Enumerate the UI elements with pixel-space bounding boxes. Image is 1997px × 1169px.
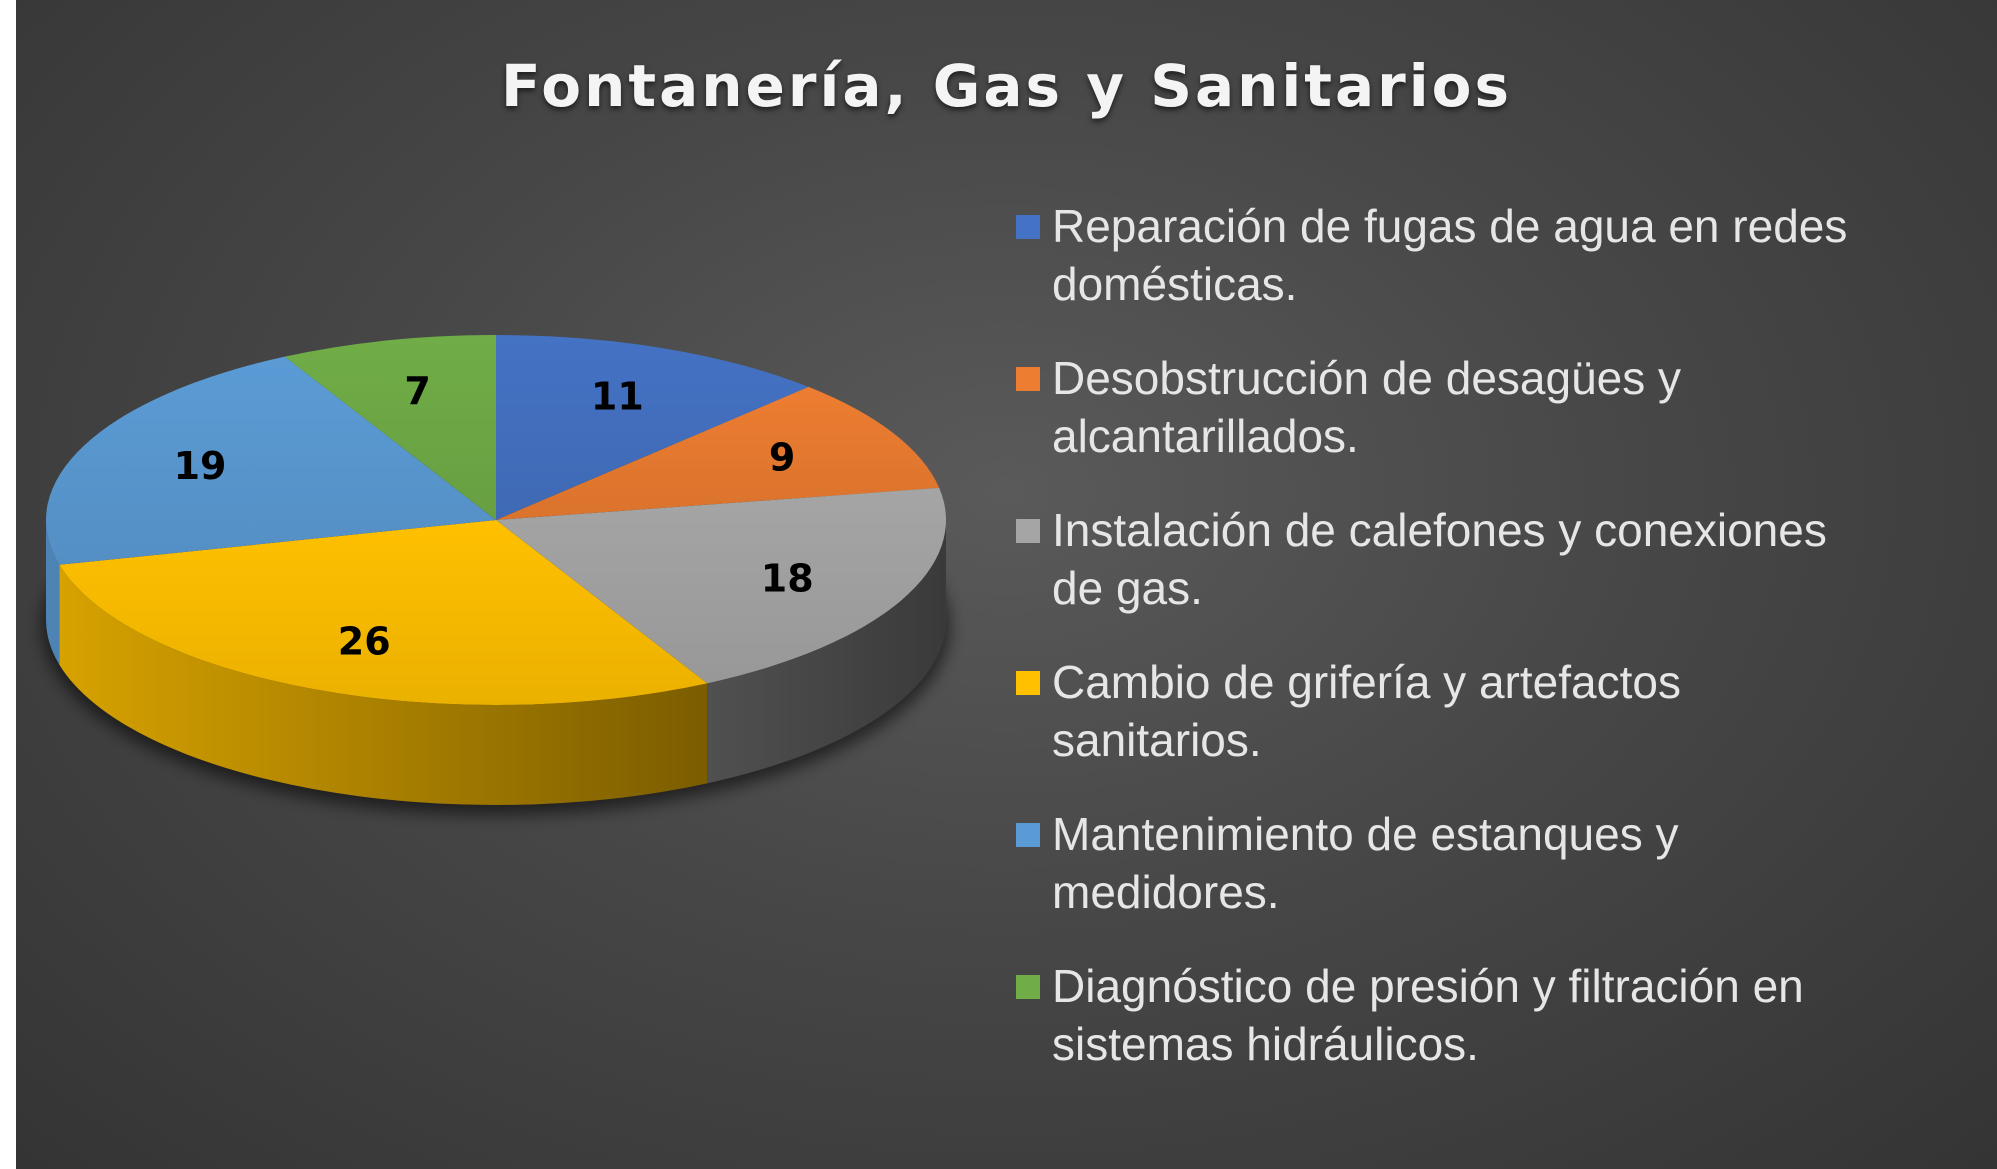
legend-label-6: Diagnóstico de presión y filtración en s…: [1052, 960, 1804, 1070]
legend-item-6: Diagnóstico de presión y filtración en s…: [1016, 957, 1876, 1073]
legend-item-4: Cambio de grifería y artefactos sanitari…: [1016, 653, 1876, 769]
legend-label-2: Desobstrucción de desagües y alcantarill…: [1052, 352, 1682, 462]
pie-slice-4: [59, 520, 708, 705]
pie-slice-side-5: [46, 520, 60, 665]
legend-item-2: Desobstrucción de desagües y alcantarill…: [1016, 349, 1876, 465]
data-label-4: 26: [338, 620, 391, 664]
legend: Reparación de fugas de agua en redes dom…: [1016, 197, 1876, 1109]
data-label-2: 9: [769, 435, 795, 479]
legend-label-1: Reparación de fugas de agua en redes dom…: [1052, 200, 1848, 310]
data-label-5: 19: [174, 444, 227, 488]
legend-label-5: Mantenimiento de estanques y medidores.: [1052, 808, 1679, 918]
legend-swatch-2: [1016, 367, 1040, 391]
legend-item-1: Reparación de fugas de agua en redes dom…: [1016, 197, 1876, 313]
pie-slice-side-4: [59, 564, 708, 805]
pie-slice-side-3: [707, 520, 946, 784]
data-label-1: 11: [591, 374, 644, 418]
data-label-3: 18: [761, 556, 814, 600]
pie-slice-5: [45, 356, 496, 565]
legend-swatch-1: [1016, 215, 1040, 239]
legend-item-3: Instalación de calefones y conexiones de…: [1016, 501, 1876, 617]
legend-swatch-6: [1016, 975, 1040, 999]
data-label-6: 7: [404, 369, 430, 413]
chart-title: Fontanería, Gas y Sanitarios: [500, 52, 1512, 120]
legend-label-3: Instalación de calefones y conexiones de…: [1052, 504, 1827, 614]
pie-chart: 11 9 18 26 19 7: [42, 335, 950, 815]
legend-item-5: Mantenimiento de estanques y medidores.: [1016, 805, 1876, 921]
pie-slice-6: [284, 335, 496, 520]
pie-slice-1: [496, 335, 809, 520]
chart-area: Fontanería, Gas y Sanitarios 11 9 18 26 19 7 …: [16, 0, 1997, 1169]
legend-label-4: Cambio de grifería y artefactos sanitari…: [1052, 656, 1681, 766]
legend-swatch-3: [1016, 519, 1040, 543]
legend-swatch-4: [1016, 671, 1040, 695]
pie-slice-3: [496, 487, 947, 684]
legend-swatch-5: [1016, 823, 1040, 847]
pie-slice-2: [496, 386, 940, 520]
